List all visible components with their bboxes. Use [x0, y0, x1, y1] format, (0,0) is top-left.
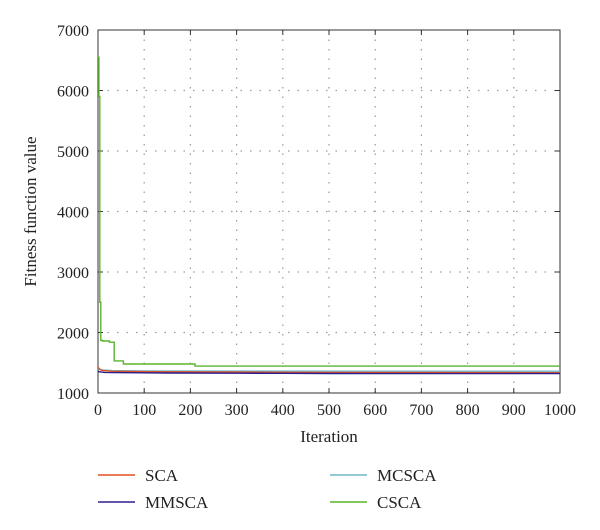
legend-label-mcsca: MCSCA	[377, 466, 437, 485]
y-tick-label: 1000	[57, 386, 89, 403]
x-tick-label: 1000	[544, 402, 576, 419]
series-line-mcsca	[97, 368, 561, 372]
y-axis-label: Fitness function value	[21, 136, 40, 286]
series-lines	[97, 56, 561, 375]
x-tick-label: 400	[271, 402, 295, 419]
x-tick-label: 700	[409, 402, 433, 419]
series-line-mmsca	[97, 370, 561, 375]
x-tick-label: 300	[225, 402, 249, 419]
legend: SCA MCSCA MMSCA CSCA	[98, 466, 437, 512]
x-tick-label: 600	[363, 402, 387, 419]
axis-ticks: 0 100 200 300 400 500 600 700 800 900 1000 1000 2000…	[57, 23, 576, 419]
y-tick-label: 6000	[57, 84, 89, 101]
y-tick-label: 4000	[57, 205, 89, 222]
x-tick-label: 0	[94, 402, 102, 419]
series-line-csca	[98, 56, 560, 367]
x-tick-label: 500	[317, 402, 341, 419]
x-axis-label: Iteration	[300, 427, 358, 446]
x-tick-label: 800	[456, 402, 480, 419]
grid-lines	[98, 30, 560, 393]
y-tick-label: 2000	[57, 326, 89, 343]
y-tick-label: 5000	[57, 144, 89, 161]
series-line-sca	[97, 366, 561, 374]
x-tick-label: 100	[132, 402, 156, 419]
y-tick-label: 3000	[57, 265, 89, 282]
x-tick-label: 200	[178, 402, 202, 419]
legend-label-mmsca: MMSCA	[145, 493, 209, 512]
legend-label-sca: SCA	[145, 466, 179, 485]
y-tick-label: 7000	[57, 23, 89, 40]
x-tick-label: 900	[502, 402, 526, 419]
legend-label-csca: CSCA	[377, 493, 422, 512]
